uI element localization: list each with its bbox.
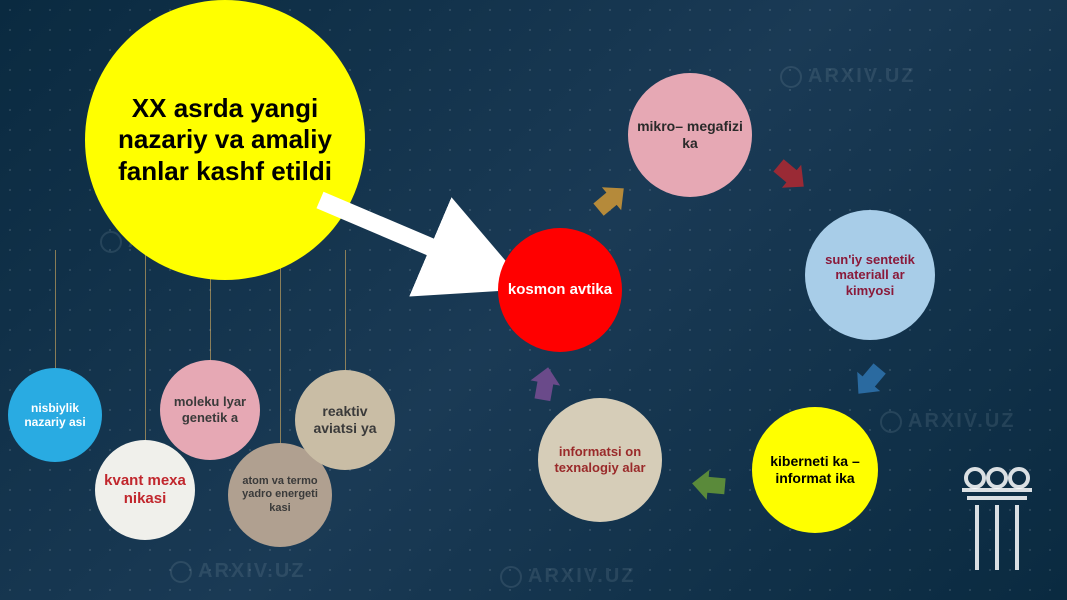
node-reaktiv: reaktiv aviatsi ya bbox=[295, 370, 395, 470]
cycle-node-suniy: sun'iy sentetik materiall ar kimyosi bbox=[805, 210, 935, 340]
cycle-node-mikro: mikro– megafizi ka bbox=[628, 73, 752, 197]
node-label: reaktiv aviatsi ya bbox=[303, 403, 387, 437]
cycle-node-informatsion: informatsi on texnalogiy alar bbox=[538, 398, 662, 522]
node-molekulyar: moleku lyar genetik a bbox=[160, 360, 260, 460]
hanger-line bbox=[280, 250, 281, 445]
cycle-node-kibernetika: kiberneti ka – informat ika bbox=[752, 407, 878, 533]
main-title-text: XX asrda yangi nazariy va amaliy fanlar … bbox=[93, 93, 357, 187]
hanger-line bbox=[55, 250, 56, 370]
column-icon bbox=[957, 460, 1037, 570]
cycle-arrow bbox=[522, 362, 568, 408]
node-label: kvant mexa nikasi bbox=[103, 472, 187, 508]
node-label: mikro– megafizi ka bbox=[636, 118, 744, 152]
watermark: ARXIV.UZ bbox=[500, 565, 636, 588]
main-title-bubble: XX asrda yangi nazariy va amaliy fanlar … bbox=[85, 0, 365, 280]
node-label: sun'iy sentetik materiall ar kimyosi bbox=[813, 252, 927, 299]
watermark: ARXIV.UZ bbox=[880, 410, 1016, 433]
cycle-arrow bbox=[842, 352, 898, 408]
node-kvant: kvant mexa nikasi bbox=[95, 440, 195, 540]
watermark: ARXIV.UZ bbox=[780, 65, 916, 88]
hanger-line bbox=[345, 250, 346, 375]
cycle-arrow bbox=[582, 172, 638, 228]
node-label: nisbiylik nazariy asi bbox=[16, 401, 94, 430]
cycle-center-kosmon: kosmon avtika bbox=[498, 228, 622, 352]
node-nisbiylik: nisbiylik nazariy asi bbox=[8, 368, 102, 462]
node-label: moleku lyar genetik a bbox=[168, 394, 252, 425]
cycle-arrow bbox=[688, 463, 731, 506]
node-label: kiberneti ka – informat ika bbox=[760, 453, 870, 487]
cycle-arrow bbox=[762, 147, 818, 203]
node-label: kosmon avtika bbox=[508, 281, 612, 299]
node-label: informatsi on texnalogiy alar bbox=[546, 444, 654, 475]
node-label: atom va termo yadro energeti kasi bbox=[236, 475, 324, 515]
watermark: ARXIV.UZ bbox=[170, 560, 306, 583]
hanger-line bbox=[145, 250, 146, 445]
